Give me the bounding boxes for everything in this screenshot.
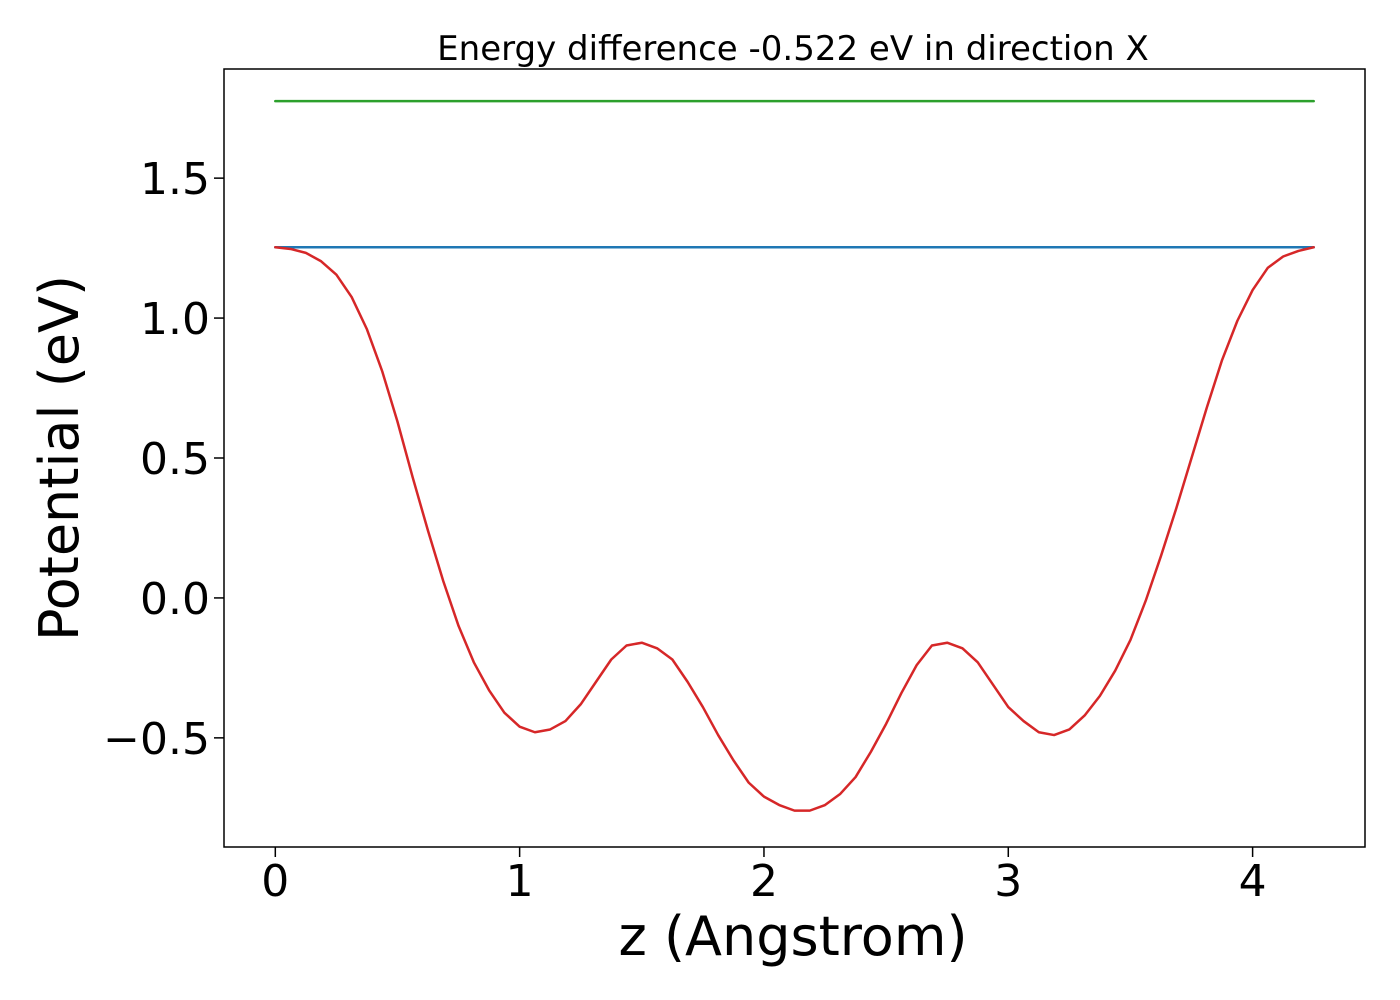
y-tick-label: 0.0 <box>140 574 210 625</box>
y-tick-label: −0.5 <box>103 714 210 765</box>
x-tick-label: 4 <box>1239 856 1267 907</box>
x-tick-label: 0 <box>261 856 289 907</box>
plot-area <box>223 68 1366 848</box>
plot-frame <box>223 68 1366 848</box>
y-axis: −0.5 0.0 0.5 1.0 1.5 <box>103 154 224 765</box>
x-tick-label: 2 <box>750 856 778 907</box>
x-axis: 0 1 2 3 4 <box>261 847 1267 907</box>
chart-title: Energy difference -0.522 eV in direction… <box>437 29 1149 69</box>
x-tick-label: 1 <box>506 856 534 907</box>
x-axis-label: z (Angstrom) <box>618 905 967 968</box>
y-tick-label: 1.0 <box>140 294 210 345</box>
y-axis-label: Potential (eV) <box>28 275 91 641</box>
series-line-potential <box>274 246 1315 812</box>
series-layer <box>274 99 1315 812</box>
y-tick-label: 1.5 <box>140 154 210 205</box>
x-tick-label: 3 <box>994 856 1022 907</box>
y-tick-label: 0.5 <box>140 434 210 485</box>
